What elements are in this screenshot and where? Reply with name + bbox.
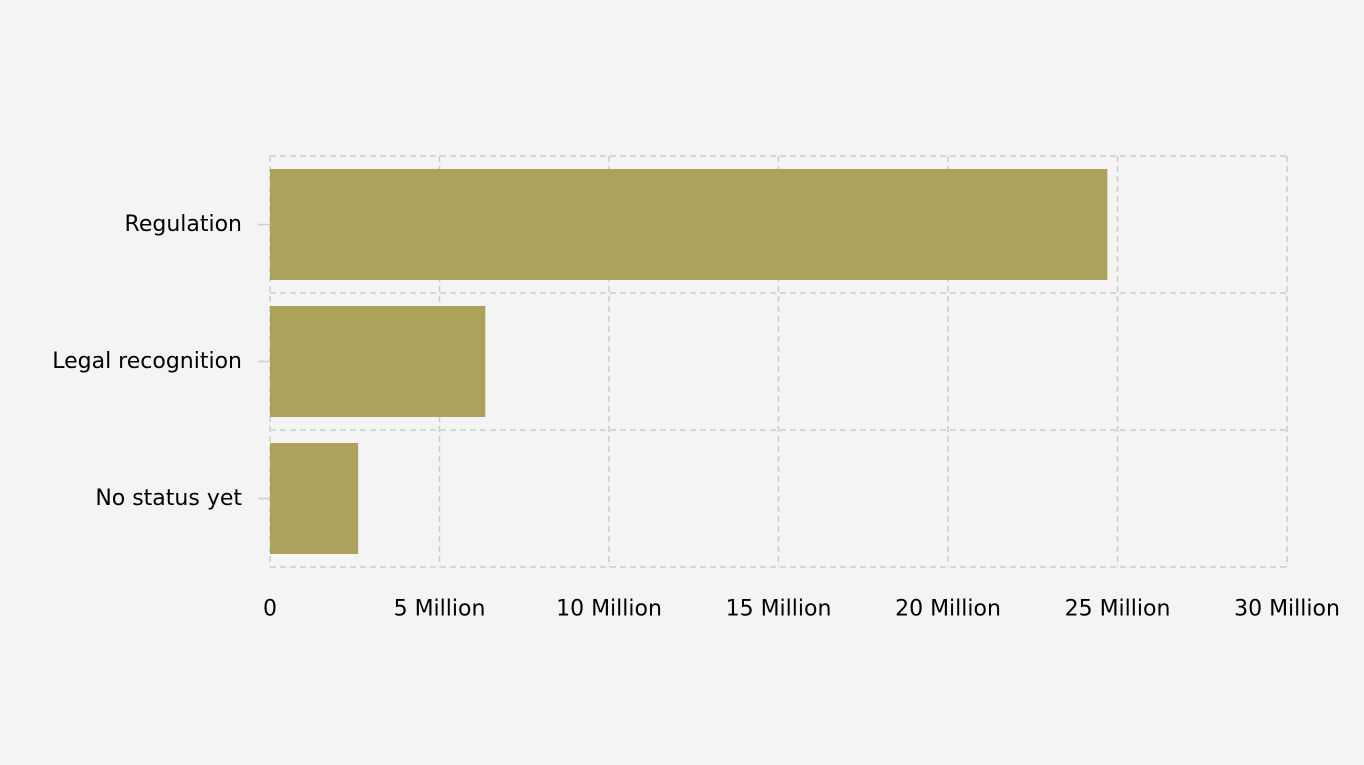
bar-no-status-yet[interactable] — [270, 443, 359, 554]
x-tick-label: 25 Million — [1065, 597, 1171, 622]
x-tick-label: 10 Million — [556, 597, 662, 622]
y-tick-label: No status yet — [95, 486, 242, 511]
x-tick-label: 5 Million — [394, 597, 486, 622]
bars — [270, 169, 1108, 554]
x-axis-labels: 0 5 Million 10 Million 15 Million 20 Million… — [263, 597, 1340, 622]
y-axis-labels: Regulation Legal recognition No status yet — [52, 212, 270, 511]
bar-regulation[interactable] — [270, 169, 1108, 280]
x-tick-label: 30 Million — [1234, 597, 1340, 622]
x-tick-label: 0 — [263, 597, 277, 622]
y-tick-label: Legal recognition — [52, 349, 242, 374]
y-tick-label: Regulation — [125, 212, 242, 237]
x-tick-label: 15 Million — [726, 597, 832, 622]
x-tick-label: 20 Million — [895, 597, 1001, 622]
bar-legal-recognition[interactable] — [270, 306, 486, 417]
